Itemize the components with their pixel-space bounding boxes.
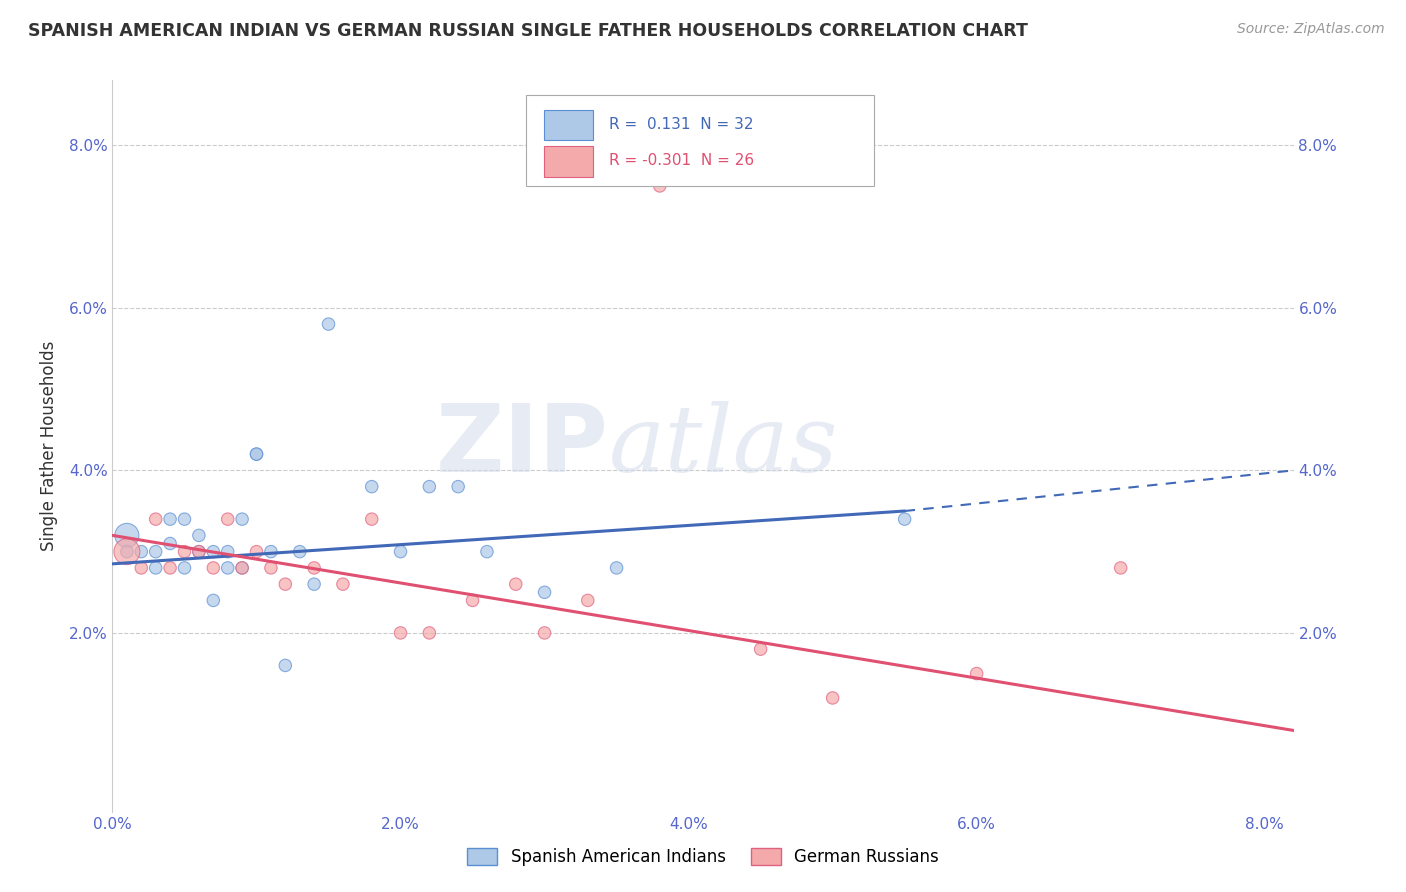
Point bbox=[115, 544, 138, 558]
Point bbox=[159, 512, 181, 526]
Point bbox=[145, 544, 167, 558]
Point bbox=[302, 561, 325, 575]
Point bbox=[145, 512, 167, 526]
Point bbox=[821, 690, 844, 705]
Point bbox=[260, 561, 283, 575]
Point bbox=[245, 544, 267, 558]
Point bbox=[231, 512, 253, 526]
Point bbox=[245, 447, 267, 461]
Point bbox=[648, 178, 671, 193]
Point bbox=[173, 512, 195, 526]
Point bbox=[505, 577, 527, 591]
Point bbox=[418, 626, 440, 640]
Point bbox=[202, 593, 225, 607]
Point bbox=[217, 512, 239, 526]
Point bbox=[533, 626, 555, 640]
Point bbox=[115, 544, 138, 558]
Point bbox=[749, 642, 772, 657]
Point bbox=[302, 577, 325, 591]
Point bbox=[202, 561, 225, 575]
Point bbox=[461, 593, 484, 607]
Point bbox=[159, 536, 181, 550]
Point bbox=[202, 544, 225, 558]
Point bbox=[159, 561, 181, 575]
Point bbox=[187, 544, 209, 558]
Point bbox=[475, 544, 498, 558]
Text: R =  0.131  N = 32: R = 0.131 N = 32 bbox=[609, 117, 754, 132]
Point bbox=[245, 447, 267, 461]
Point bbox=[360, 512, 382, 526]
Point bbox=[260, 544, 283, 558]
Point bbox=[145, 561, 167, 575]
Point bbox=[173, 544, 195, 558]
Point bbox=[187, 528, 209, 542]
Point bbox=[966, 666, 988, 681]
Point bbox=[447, 480, 470, 494]
Point bbox=[606, 561, 628, 575]
Point bbox=[231, 561, 253, 575]
Point bbox=[332, 577, 354, 591]
FancyBboxPatch shape bbox=[526, 95, 875, 186]
FancyBboxPatch shape bbox=[544, 146, 593, 177]
Point bbox=[1109, 561, 1132, 575]
Point bbox=[217, 561, 239, 575]
Point bbox=[893, 512, 915, 526]
Point bbox=[576, 593, 599, 607]
Point bbox=[288, 544, 311, 558]
Point bbox=[231, 561, 253, 575]
Point bbox=[129, 561, 152, 575]
Text: atlas: atlas bbox=[609, 401, 838, 491]
FancyBboxPatch shape bbox=[544, 110, 593, 140]
Point bbox=[217, 544, 239, 558]
Point bbox=[418, 480, 440, 494]
Point bbox=[129, 544, 152, 558]
Text: SPANISH AMERICAN INDIAN VS GERMAN RUSSIAN SINGLE FATHER HOUSEHOLDS CORRELATION C: SPANISH AMERICAN INDIAN VS GERMAN RUSSIA… bbox=[28, 22, 1028, 40]
Point bbox=[187, 544, 209, 558]
Text: ZIP: ZIP bbox=[436, 400, 609, 492]
Y-axis label: Single Father Households: Single Father Households bbox=[39, 341, 58, 551]
Point bbox=[115, 528, 138, 542]
Legend: Spanish American Indians, German Russians: Spanish American Indians, German Russian… bbox=[461, 841, 945, 873]
Point bbox=[389, 626, 412, 640]
Text: R = -0.301  N = 26: R = -0.301 N = 26 bbox=[609, 153, 754, 169]
Point bbox=[533, 585, 555, 599]
Point bbox=[173, 561, 195, 575]
Point bbox=[360, 480, 382, 494]
Point bbox=[318, 317, 340, 331]
Point bbox=[389, 544, 412, 558]
Point bbox=[274, 658, 297, 673]
Point bbox=[274, 577, 297, 591]
Text: Source: ZipAtlas.com: Source: ZipAtlas.com bbox=[1237, 22, 1385, 37]
